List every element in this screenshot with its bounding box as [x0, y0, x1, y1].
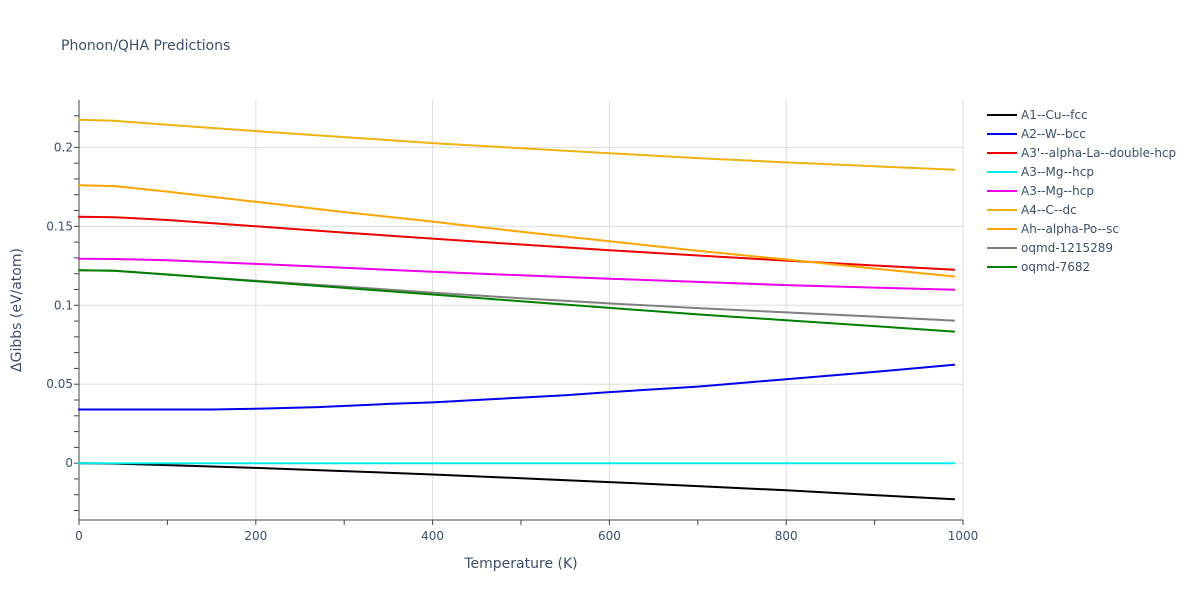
series-lines	[78, 118, 956, 501]
axes: 0 200 400 600 800 1000 0 0.05 0.1 0.15 0.2	[46, 100, 978, 543]
y-tick-label: 0.05	[46, 377, 73, 391]
x-tick-label: 1000	[948, 529, 979, 543]
series-line-6	[78, 184, 956, 278]
grid	[79, 100, 964, 520]
legend-label[interactable]: A3'--alpha-La--double-hcp	[1021, 146, 1176, 160]
legend-label[interactable]: A2--W--bcc	[1021, 127, 1086, 141]
legend-label[interactable]: A3--Mg--hcp	[1021, 165, 1094, 179]
legend-label[interactable]: oqmd-7682	[1021, 260, 1090, 274]
legend-label[interactable]: Ah--alpha-Po--sc	[1021, 222, 1119, 236]
legend-label[interactable]: A1--Cu--fcc	[1021, 108, 1088, 122]
series-line-4	[78, 257, 956, 291]
series-line-8	[78, 269, 956, 333]
x-tick-label: 400	[421, 529, 444, 543]
y-tick-label: 0	[65, 456, 73, 470]
y-axis-label: ΔGibbs (eV/atom)	[9, 248, 25, 372]
legend-label[interactable]: A3--Mg--hcp	[1021, 184, 1094, 198]
legend: A1--Cu--fcc A2--W--bcc A3'--alpha-La--doub…	[987, 108, 1176, 274]
legend-label[interactable]: oqmd-1215289	[1021, 241, 1113, 255]
x-tick-label: 600	[598, 529, 621, 543]
y-tick-label: 0.15	[46, 219, 73, 233]
series-line-5	[78, 118, 956, 171]
x-tick-label: 200	[244, 529, 267, 543]
series-line-0	[78, 462, 956, 501]
x-tick-label: 800	[775, 529, 798, 543]
chart-title: Phonon/QHA Predictions	[61, 38, 230, 54]
y-tick-label: 0.1	[54, 298, 73, 312]
legend-label[interactable]: A4--C--dc	[1021, 203, 1077, 217]
y-tick-label: 0.2	[54, 140, 73, 154]
series-line-1	[78, 363, 956, 411]
x-tick-label: 0	[75, 529, 83, 543]
x-axis-label: Temperature (K)	[463, 556, 577, 572]
